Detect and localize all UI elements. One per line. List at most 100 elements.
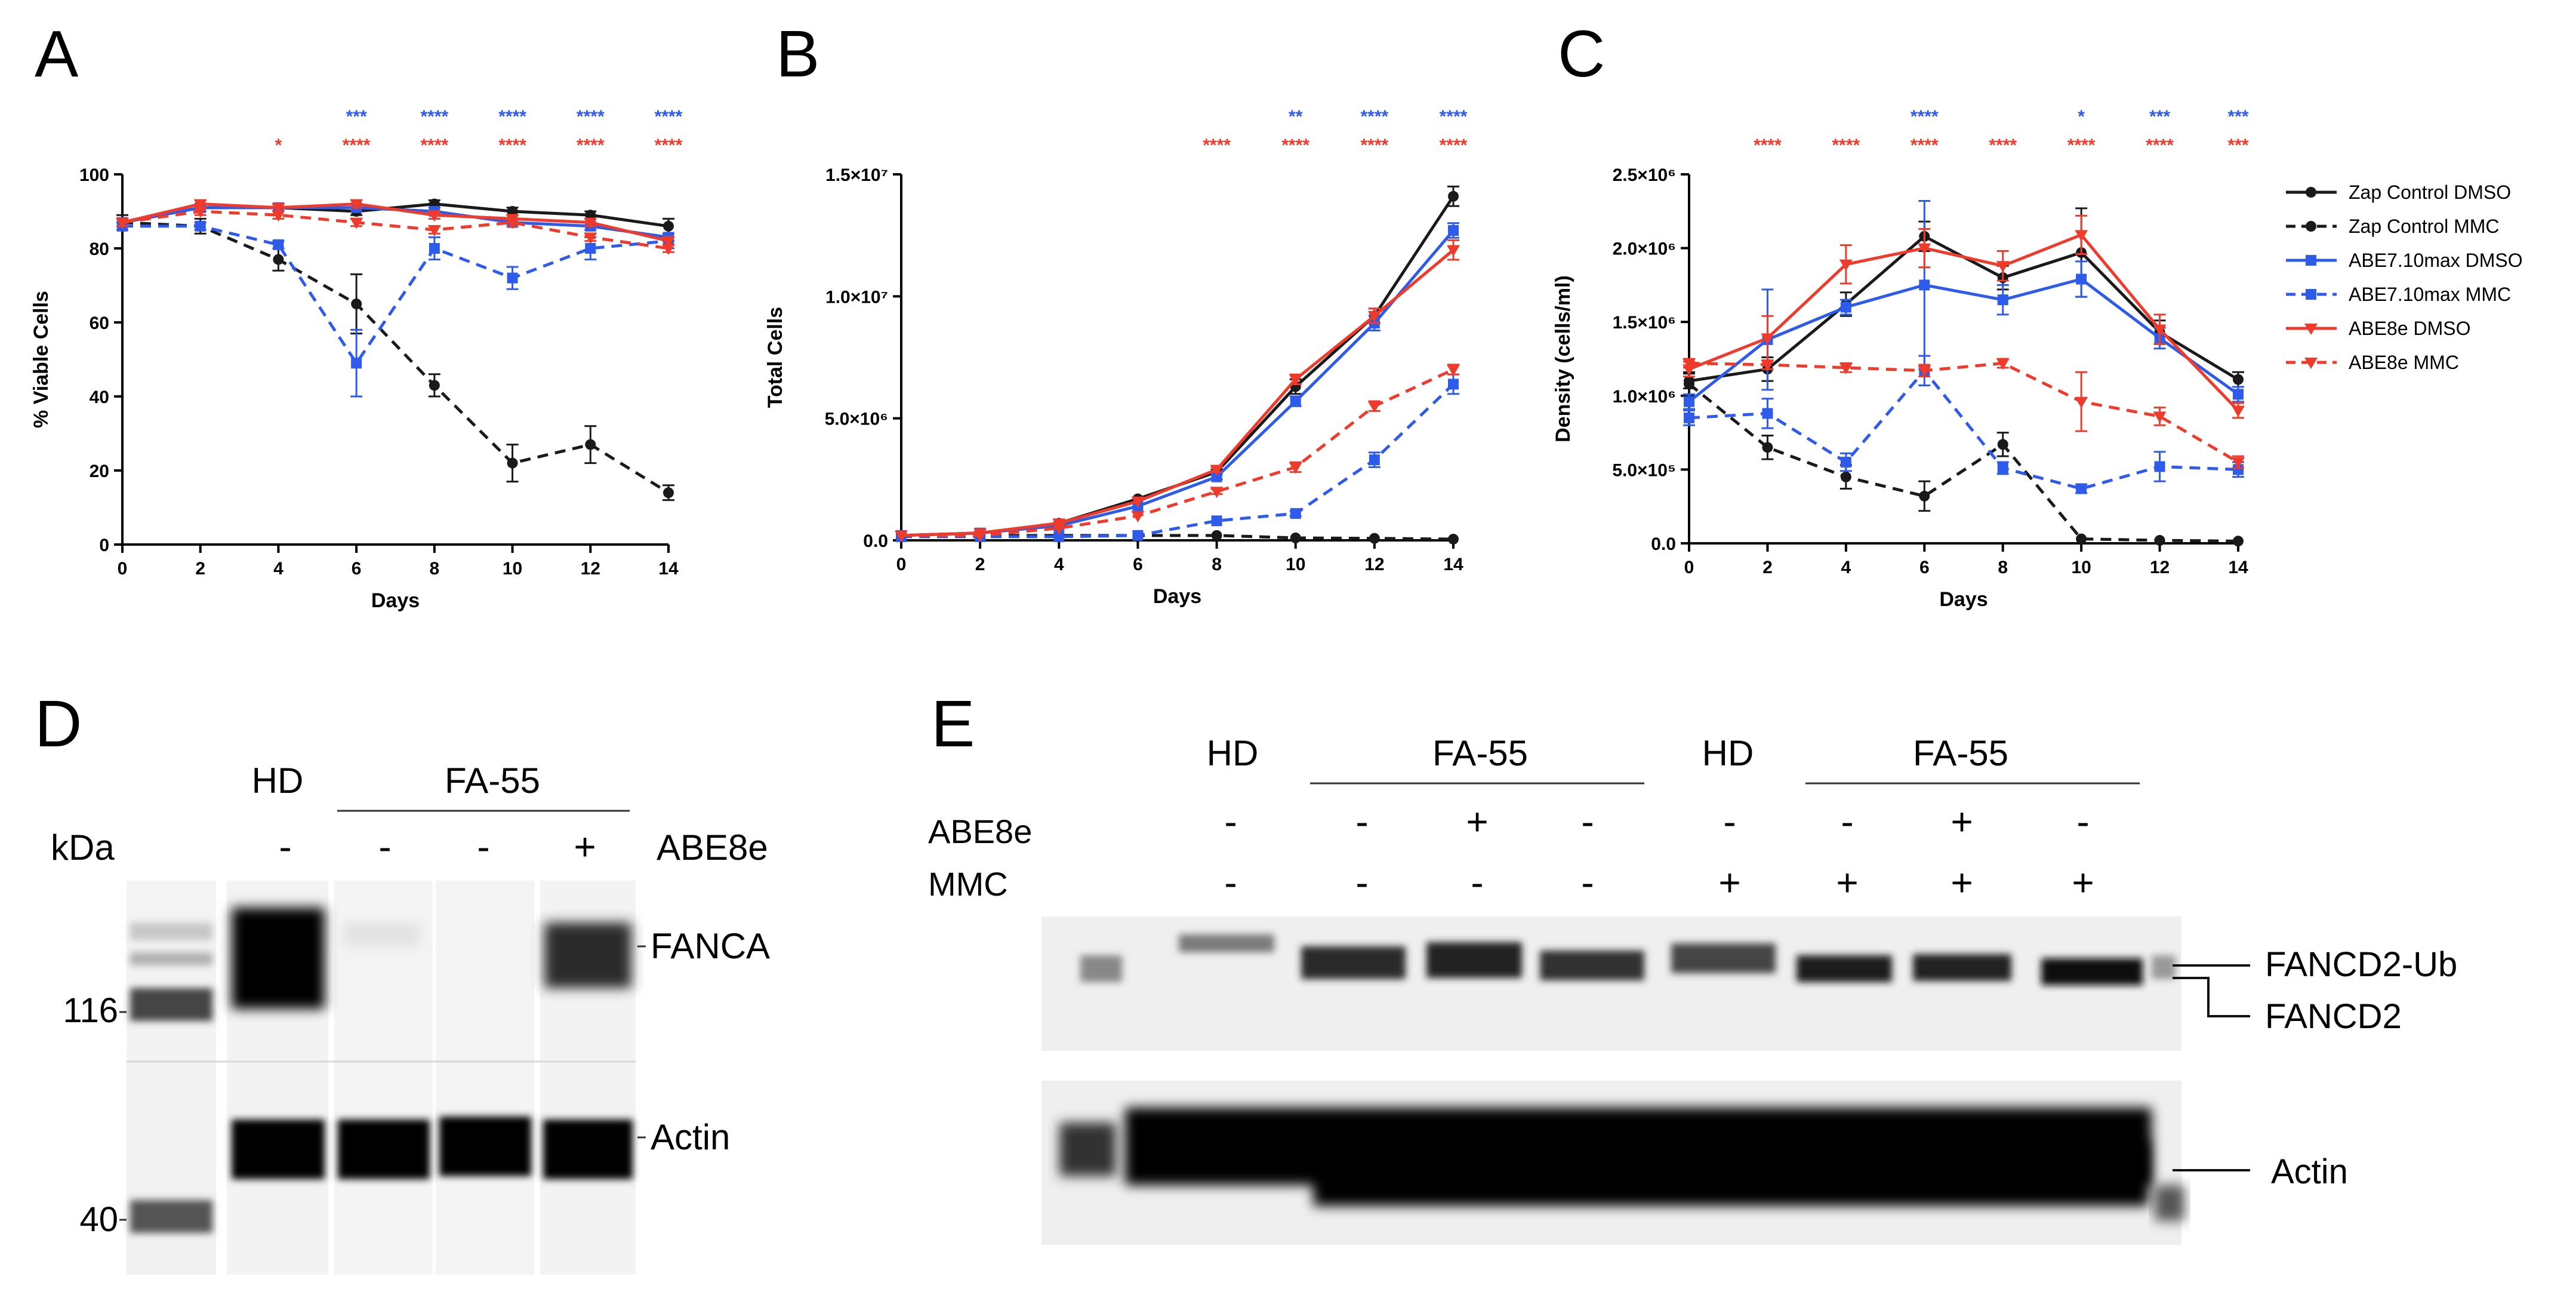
lane-sign: -	[1224, 800, 1237, 843]
legend-marker	[2306, 255, 2316, 266]
series-abe7-10max-mmc	[896, 373, 1459, 542]
data-point	[2232, 457, 2245, 469]
data-point	[116, 217, 129, 229]
data-point	[1211, 471, 1222, 482]
data-point	[273, 254, 284, 265]
fanca-band-hd	[232, 908, 325, 1009]
data-point	[973, 530, 987, 542]
data-point	[1211, 530, 1222, 541]
y-tick-label: 0	[99, 536, 109, 555]
fanca-band-abe8e	[544, 922, 631, 988]
data-point	[1919, 490, 1930, 502]
series-line	[1688, 383, 2239, 543]
y-axis-label: Density (cells/ml)	[1552, 275, 1574, 442]
significance-mark: ****	[1832, 136, 1860, 155]
fancd2-ub-label: FANCD2-Ub	[2265, 945, 2457, 984]
x-tick-label: 14	[2228, 558, 2248, 577]
legend-marker	[2304, 324, 2318, 335]
data-point	[1840, 457, 1851, 468]
x-tick-label: 14	[658, 559, 679, 579]
series-abe7-10max-dmso	[1683, 199, 2244, 410]
kda-label: kDa	[51, 828, 115, 868]
data-point	[1996, 261, 2010, 273]
data-point	[1684, 396, 1694, 407]
x-tick-label: 8	[430, 559, 440, 579]
y-tick-label: 2.5×10⁶	[1613, 165, 1676, 185]
data-point	[663, 220, 674, 232]
x-tick-label: 12	[1364, 555, 1384, 574]
data-point	[1447, 364, 1460, 376]
data-point	[273, 239, 284, 250]
significance-mark: *	[275, 136, 282, 155]
panel-label-b: B	[776, 17, 819, 91]
data-point	[1131, 496, 1145, 508]
legend-label: ABE7.10max DMSO	[2349, 250, 2523, 271]
series-line	[1688, 361, 2239, 464]
data-point	[1367, 401, 1381, 413]
y-tick-label: 5.0×10⁶	[825, 410, 888, 429]
data-point	[2154, 535, 2165, 546]
x-tick-label: 6	[1133, 555, 1143, 574]
data-point	[1761, 333, 1774, 345]
x-tick-label: 12	[581, 559, 600, 579]
data-point	[1369, 454, 1380, 466]
significance-mark: ****	[1911, 107, 1939, 127]
data-point	[1683, 358, 1696, 370]
data-point	[1211, 515, 1222, 527]
x-tick-label: 0	[1684, 558, 1694, 577]
data-point	[662, 244, 675, 255]
data-point	[427, 225, 441, 236]
significance-mark: ****	[1440, 107, 1468, 127]
data-point	[2232, 405, 2245, 417]
legend-marker	[2306, 221, 2316, 232]
actin-band	[543, 1119, 633, 1179]
mmc-row-label: MMC	[928, 865, 1008, 903]
data-point	[1997, 462, 2008, 473]
y-tick-label: 2.0×10⁶	[1613, 239, 1676, 259]
series-abe8e-mmc	[895, 364, 1460, 542]
data-point	[1684, 412, 1694, 423]
legend-marker	[2306, 289, 2316, 300]
data-point	[2233, 464, 2244, 475]
significance-mark: ****	[1440, 136, 1468, 155]
data-point	[193, 207, 207, 218]
band-pointer	[2173, 977, 2250, 1017]
data-point	[1290, 396, 1301, 407]
chart-panel-b: 0 2 4 6 8 10 12 14 0.0 5.0×10⁶ 1.0×10⁷ 1.5×10⁷ Days T…	[764, 107, 1468, 608]
data-point	[195, 220, 206, 232]
fancd2-label: FANCD2	[2265, 997, 2402, 1036]
chart-legend: Zap Control DMSO Zap Control MMC ABE7.10ma…	[2286, 182, 2523, 373]
data-point	[1290, 532, 1301, 543]
data-point	[1762, 408, 1773, 419]
lane-sign: -	[279, 825, 291, 868]
x-tick-label: 8	[1212, 555, 1222, 574]
ladder-band	[130, 952, 212, 965]
series-abe8e-dmso	[1683, 214, 2245, 419]
fancd2-band	[1797, 955, 1892, 982]
significance-mark: ****	[421, 107, 449, 127]
hd-label: HD	[252, 761, 304, 801]
data-point	[2233, 389, 2244, 400]
significance-mark: ****	[1911, 136, 1939, 155]
data-point	[2154, 461, 2165, 472]
fa55-label: FA-55	[1913, 733, 2008, 773]
lane-sign: -	[1841, 800, 1853, 843]
data-point	[2153, 411, 2167, 423]
data-point	[2153, 324, 2167, 336]
ladder-band	[1059, 1122, 1116, 1176]
significance-mark: ***	[2227, 136, 2248, 155]
series-abe7-10max-mmc	[116, 220, 674, 398]
data-point	[585, 243, 596, 254]
data-point	[429, 380, 440, 391]
legend-label: Zap Control MMC	[2349, 216, 2500, 237]
legend-label: Zap Control DMSO	[2349, 182, 2511, 203]
data-point	[1053, 531, 1065, 542]
lane-sign: +	[1718, 861, 1740, 904]
data-point	[1290, 508, 1301, 519]
series-line	[122, 224, 669, 366]
data-point	[1052, 523, 1066, 535]
data-point	[1448, 224, 1459, 236]
significance-mark: ****	[1361, 136, 1389, 155]
mw-marker-40: 40	[79, 1200, 118, 1239]
data-point	[1289, 374, 1302, 386]
